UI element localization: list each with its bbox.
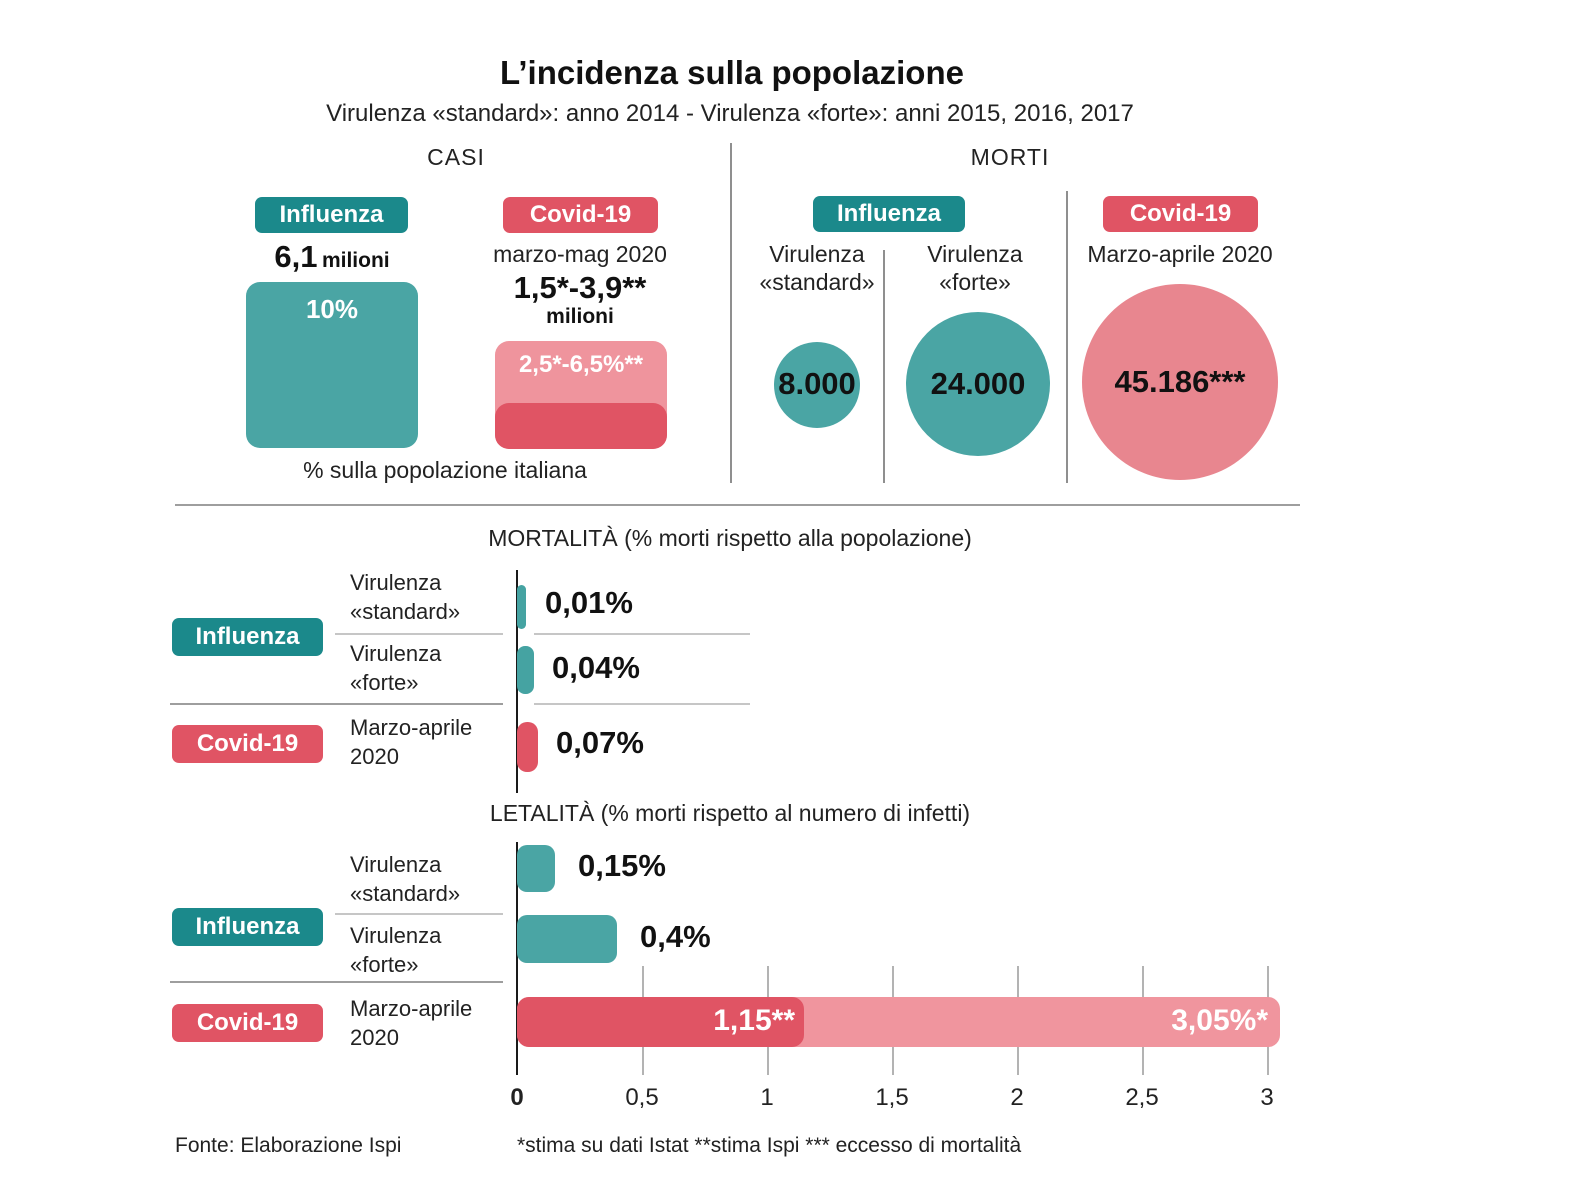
- morti-covid-value: 45.186***: [1114, 364, 1246, 399]
- label-line: Virulenza: [350, 570, 442, 595]
- label-line: Virulenza: [350, 641, 442, 666]
- rect-percent-label: 2,5*-6,5%**: [518, 351, 644, 378]
- axis-tick-2: 2: [1010, 1084, 1024, 1111]
- morti-standard-label-1: Virulenza: [769, 241, 865, 267]
- footnotes: *stima su dati Istat **stima Ispi *** ec…: [517, 1134, 1022, 1157]
- row-separator: [335, 913, 503, 915]
- mortalita-row3-label: Marzo-aprile 2020: [350, 713, 472, 771]
- row-separator: [534, 703, 750, 705]
- casi-covid-rect: 2,5*-6,5%**: [495, 341, 667, 449]
- letalita-row2-label: Virulenza «forte»: [350, 921, 441, 979]
- casi-influenza-badge: Influenza: [255, 197, 408, 233]
- mortalita-influenza-badge: Influenza: [172, 618, 323, 656]
- mortalita-covid-badge: Covid-19: [172, 725, 323, 763]
- divider-casi-morti: [730, 143, 732, 483]
- morti-forte-circle: [906, 312, 1050, 456]
- value-unit: milioni: [321, 249, 390, 272]
- letalita-covid-outer-value: 3,05%*: [1171, 1004, 1268, 1037]
- label-line: Virulenza: [350, 923, 442, 948]
- mortalita-heading: MORTALITÀ (% morti rispetto alla popolaz…: [488, 525, 972, 551]
- morti-standard-value: 8.000: [778, 366, 856, 401]
- casi-caption: % sulla popolazione italiana: [303, 457, 587, 483]
- axis-tick-15: 1,5: [875, 1084, 909, 1111]
- axis-tick-05: 0,5: [625, 1084, 659, 1111]
- morti-influenza-badge: Influenza: [813, 196, 965, 232]
- source-credit: Fonte: Elaborazione Ispi: [175, 1134, 402, 1157]
- divider-standard-forte: [883, 250, 885, 483]
- casi-covid-unit: milioni: [546, 305, 614, 328]
- mortalita-value-standard: 0,01%: [545, 585, 633, 620]
- casi-covid-value: 1,5*-3,9**: [513, 270, 647, 305]
- letalita-influenza-badge: Influenza: [172, 908, 323, 946]
- mortalita-row1-label: Virulenza «standard»: [350, 568, 460, 626]
- mortalita-bar-forte: [517, 646, 534, 694]
- page-subtitle: Virulenza «standard»: anno 2014 - Virule…: [326, 100, 1134, 127]
- morti-standard-circle: [774, 342, 860, 428]
- letalita-axis: [516, 842, 518, 1075]
- axis-tick-0: 0: [510, 1084, 524, 1111]
- letalita-heading: LETALITÀ (% morti rispetto al numero di …: [489, 800, 971, 826]
- top-section-rule: [175, 504, 1300, 506]
- letalita-covid-badge: Covid-19: [172, 1004, 323, 1042]
- group-separator: [170, 981, 503, 983]
- mortalita-bar-covid: [517, 722, 538, 772]
- letalita-row3-label: Marzo-aprile 2020: [350, 994, 472, 1052]
- label-line: «forte»: [350, 670, 419, 695]
- letalita-bar-covid-dark: [517, 997, 804, 1047]
- label-line: 2020: [350, 1025, 399, 1050]
- row-separator: [534, 633, 750, 635]
- morti-covid-circle: [1082, 284, 1278, 480]
- casi-influenza-value: 6,1 milioni: [274, 239, 389, 275]
- letalita-bar-forte: [517, 915, 617, 963]
- mortalita-row2-label: Virulenza «forte»: [350, 639, 441, 697]
- morti-forte-label-1: Virulenza: [927, 241, 1023, 267]
- page-title: L’incidenza sulla popolazione: [500, 54, 964, 91]
- morti-covid-badge: Covid-19: [1103, 196, 1258, 232]
- label-line: «forte»: [350, 952, 419, 977]
- label-line: 2020: [350, 744, 399, 769]
- mortalita-value-forte: 0,04%: [552, 650, 640, 685]
- mortalita-bar-standard: [517, 585, 526, 629]
- section-label-morti: MORTI: [970, 144, 1050, 170]
- value-number: 6,1: [274, 239, 318, 274]
- row-separator: [335, 633, 503, 635]
- morti-forte-label-2: «forte»: [939, 269, 1011, 295]
- casi-covid-period: marzo-mag 2020: [493, 241, 667, 267]
- casi-influenza-square: 10%: [246, 282, 418, 448]
- label-line: «standard»: [350, 881, 461, 906]
- axis-tick-1: 1: [760, 1084, 774, 1111]
- divider-forte-covid: [1066, 191, 1068, 483]
- morti-standard-label-2: «standard»: [759, 269, 875, 295]
- section-label-casi: CASI: [427, 144, 485, 170]
- casi-covid-rect-dark: [495, 403, 667, 449]
- label-line: Marzo-aprile: [350, 996, 473, 1021]
- morti-forte-value: 24.000: [930, 366, 1026, 401]
- label-line: «standard»: [350, 599, 461, 624]
- mortalita-value-covid: 0,07%: [556, 725, 644, 760]
- letalita-covid-inner-value: 1,15**: [713, 1004, 795, 1037]
- letalita-bar-standard: [517, 845, 555, 892]
- label-line: Virulenza: [350, 852, 442, 877]
- label-line: Marzo-aprile: [350, 715, 473, 740]
- axis-tick-3: 3: [1260, 1084, 1274, 1111]
- letalita-value-standard: 0,15%: [578, 848, 666, 883]
- group-separator: [170, 703, 503, 705]
- morti-covid-period: Marzo-aprile 2020: [1087, 241, 1273, 267]
- square-percent-label: 10%: [305, 294, 359, 324]
- casi-covid-badge: Covid-19: [503, 197, 658, 233]
- axis-tick-25: 2,5: [1125, 1084, 1159, 1111]
- letalita-row1-label: Virulenza «standard»: [350, 850, 460, 908]
- letalita-value-forte: 0,4%: [640, 919, 711, 954]
